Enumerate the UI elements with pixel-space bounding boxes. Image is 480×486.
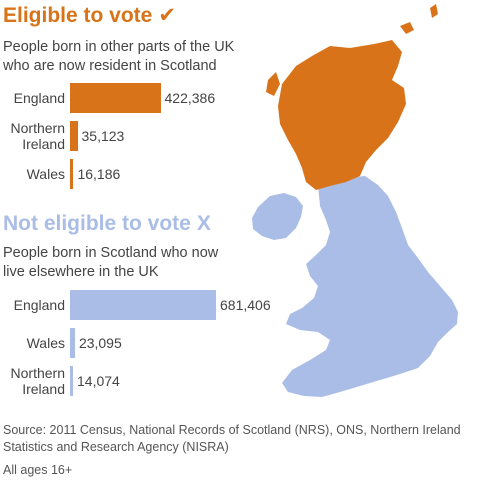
eligible-bar-row: England 422,386 bbox=[0, 83, 480, 113]
eligible-subtitle-line1: People born in other parts of the UK bbox=[3, 39, 235, 55]
not-eligible-value-label: 23,095 bbox=[78, 335, 122, 351]
age-note: All ages 16+ bbox=[3, 463, 73, 477]
eligible-category-label: Wales bbox=[26, 166, 65, 182]
not-eligible-bar bbox=[70, 366, 73, 396]
england-wales-shape bbox=[282, 176, 458, 397]
eligible-bar bbox=[70, 159, 74, 189]
not-eligible-subtitle: People born in Scotland who now live els… bbox=[3, 244, 218, 282]
not-eligible-bar-row: Wales 23,095 bbox=[0, 328, 480, 358]
not-eligible-value-label: 14,074 bbox=[77, 373, 120, 389]
not-eligible-category-label: Wales bbox=[26, 335, 65, 351]
not-eligible-bar-row: England 681,406 bbox=[0, 290, 480, 320]
cross-icon: X bbox=[196, 212, 211, 235]
not-eligible-title: Not eligible to vote X bbox=[3, 212, 211, 236]
western-isles-shape bbox=[266, 72, 280, 96]
eligible-value-label: 422,386 bbox=[164, 90, 216, 106]
eligible-subtitle: People born in other parts of the UK who… bbox=[3, 38, 234, 76]
eligible-category-label: Northern Ireland bbox=[10, 120, 65, 152]
not-eligible-subtitle-line1: People born in Scotland who now bbox=[3, 245, 219, 261]
shetland-shape bbox=[430, 4, 438, 18]
not-eligible-bar-row: Northern Ireland 14,074 bbox=[0, 365, 480, 397]
eligible-bar-row: Northern Ireland 35,123 bbox=[0, 120, 480, 152]
eligible-bar bbox=[70, 121, 78, 151]
eligible-category-label: England bbox=[13, 90, 65, 106]
eligible-value-label: 16,186 bbox=[77, 166, 121, 182]
checkmark-icon: ✔ bbox=[158, 4, 176, 27]
eligible-value-label: 35,123 bbox=[81, 128, 125, 144]
northern-ireland-shape bbox=[252, 193, 303, 240]
source-note: Source: 2011 Census, National Records of… bbox=[3, 423, 461, 454]
scotland-shape bbox=[278, 40, 406, 190]
not-eligible-category-label: England bbox=[13, 297, 65, 313]
not-eligible-category-label: Northern Ireland bbox=[10, 365, 65, 397]
eligible-bar bbox=[70, 83, 161, 113]
eligible-title: Eligible to vote ✔ bbox=[3, 4, 176, 28]
eligible-title-text: Eligible to vote bbox=[3, 4, 153, 27]
not-eligible-subtitle-line2: live elsewhere in the UK bbox=[3, 264, 159, 280]
not-eligible-bar bbox=[70, 290, 216, 320]
eligible-bar-row: Wales 16,186 bbox=[0, 159, 480, 189]
orkney-shape bbox=[400, 22, 414, 34]
eligible-subtitle-line2: who are now resident in Scotland bbox=[3, 58, 217, 74]
not-eligible-bar bbox=[70, 328, 75, 358]
not-eligible-value-label: 681,406 bbox=[220, 297, 271, 313]
not-eligible-title-text: Not eligible to vote bbox=[3, 212, 191, 235]
